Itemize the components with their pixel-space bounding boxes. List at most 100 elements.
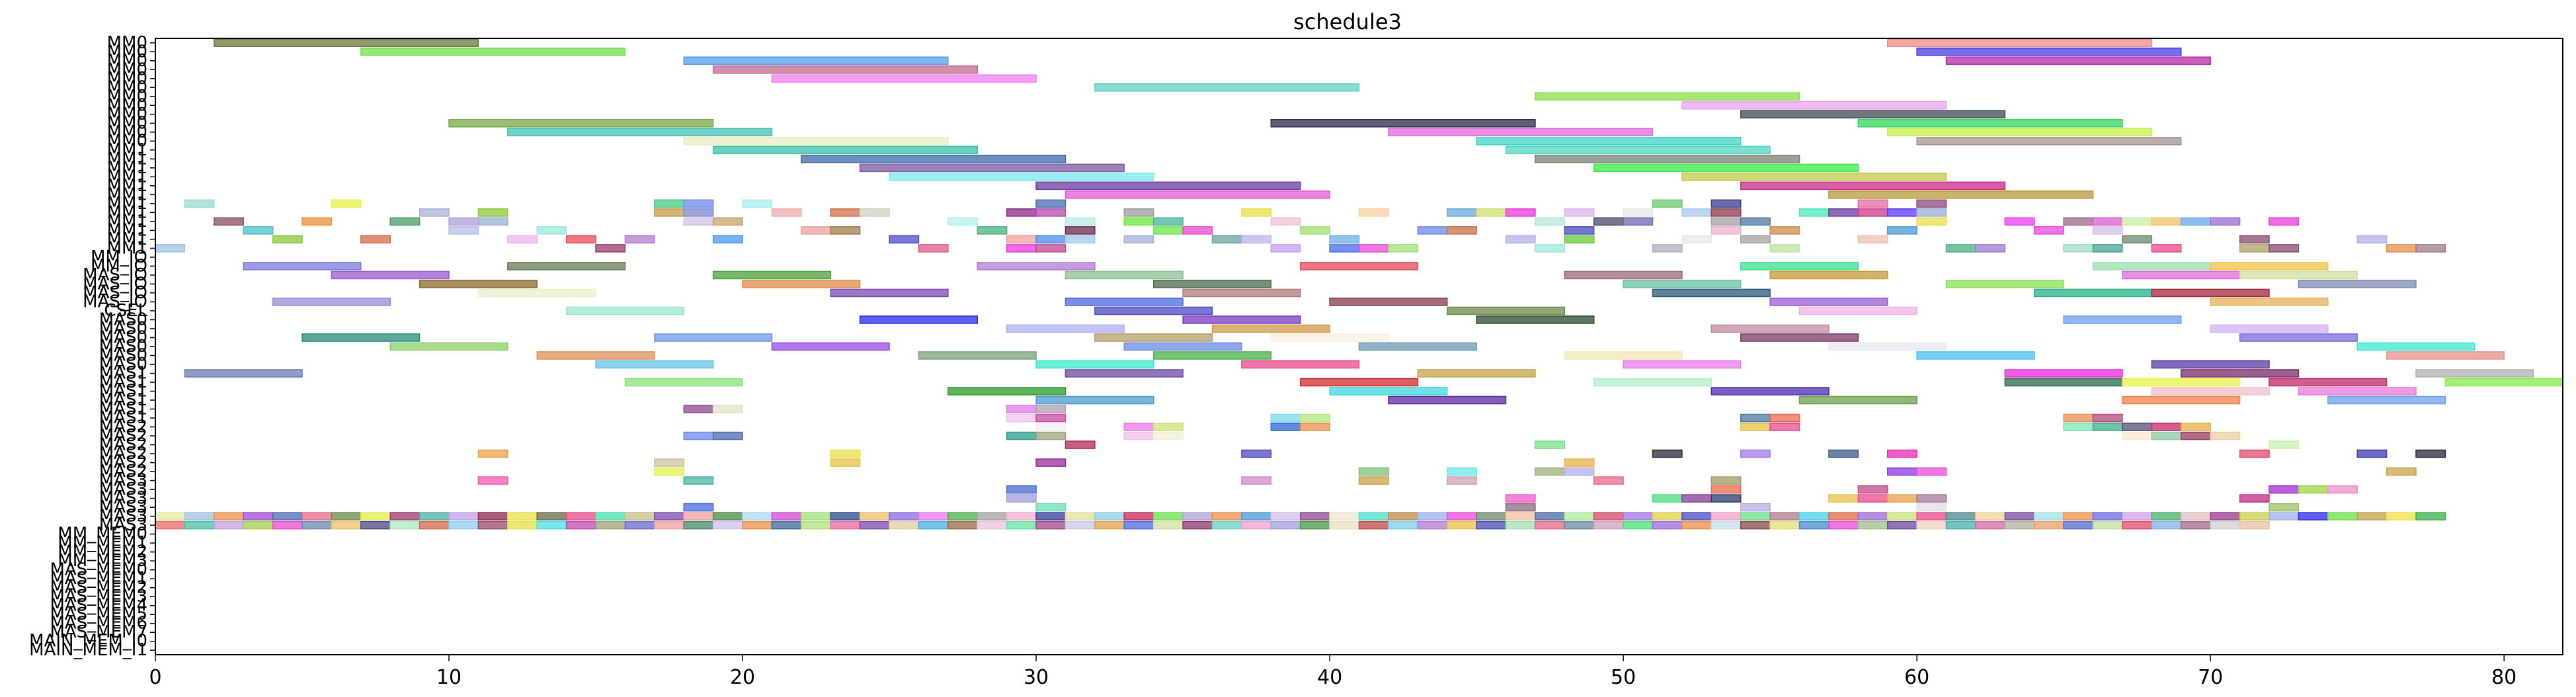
task-bar [214,520,244,530]
y-tick-label: MAS_MEM0 [50,560,147,580]
task-bar [360,235,391,244]
task-bar [1094,512,1125,520]
task-bar [1241,476,1272,485]
task-bar [1886,520,1917,530]
task-bar [1798,306,1917,315]
task-bar [771,208,802,217]
task-bar [1035,395,1154,405]
task-bar [1299,262,1419,270]
y-tick-label: MAS3 [99,515,147,535]
task-bar [2034,226,2064,235]
task-bar [2386,351,2505,360]
y-tick-label: MAIN_MEM_I0 [29,632,147,651]
task-bar [1711,512,1742,520]
task-bar [2269,378,2388,387]
y-tick-label: MAS_MEM3 [50,587,147,606]
task-bar [1006,324,1125,333]
task-bar [1740,181,2006,190]
task-bar [1886,38,2153,48]
task-bar [360,512,391,520]
task-bar [2298,512,2329,520]
task-bar [2181,423,2211,431]
y-tick-label: MAS_IO [83,274,147,294]
y-tick-label: MAS1 [99,364,147,384]
task-bar [1886,467,1917,476]
task-bar [243,262,362,270]
task-bar [2004,520,2035,530]
task-bar [2063,217,2094,226]
task-bar [1241,360,1360,369]
task-bar [1035,360,1154,369]
task-bar [1623,512,1654,520]
task-bar [1916,47,2182,56]
y-tick-label: MAS0 [99,309,147,329]
task-bar [859,512,890,520]
task-bar [1329,512,1360,520]
task-bar [1945,244,1976,253]
task-bar [1740,512,1771,520]
x-tick-label: 60 [1904,666,1929,689]
task-bar [1828,190,2094,199]
task-bar [595,244,626,253]
task-bar [1975,244,2006,253]
task-bar [2181,512,2211,520]
task-bar [2356,342,2475,351]
task-bar [2004,512,2035,520]
task-bar [1446,226,1477,235]
task-bar [2239,494,2270,503]
task-bar [1035,181,1301,190]
y-tick-label: MAIN_MEM_I1 [29,640,147,660]
task-bar [1446,467,1477,476]
task-bar [595,360,714,369]
task-bar [1006,520,1037,530]
task-bar [1152,280,1272,288]
task-bar [1681,494,1712,503]
task-bar [830,458,861,467]
y-tick-label: MM0 [107,77,147,97]
task-bar [2239,333,2358,342]
task-bar [1182,288,1301,298]
task-bar [1769,413,1800,423]
task-bar [742,520,773,530]
task-bar [801,520,832,530]
task-bar [2269,485,2300,494]
task-bar [918,351,1037,360]
task-bar [1593,520,1624,530]
y-tick-label: MM_MEM3 [58,551,147,571]
task-bar [1711,226,1742,235]
task-bar [1535,440,1566,449]
y-tick-label: MM1 [107,220,147,240]
task-bar [889,520,920,530]
task-bar [419,280,538,288]
task-bar [1505,208,1536,217]
task-bar [448,520,479,530]
task-bar [654,333,773,342]
task-bar [2122,423,2153,431]
task-bar [1329,520,1360,530]
task-bar [1505,235,1536,244]
y-tick-label: MAS_MEM6 [50,614,147,634]
task-bar [2092,244,2123,253]
task-bar [2269,440,2300,449]
task-bar [2269,512,2300,520]
task-bar [1035,503,1067,512]
task-bar [2122,512,2153,520]
task-bar [477,520,508,530]
task-bar [1769,520,1800,530]
y-tick-label: MM1 [107,229,147,249]
task-bar [1035,208,1067,217]
task-bar [801,155,1067,163]
task-bar [1329,235,1360,244]
y-tick-label: MM1 [107,158,147,178]
task-bar [654,458,684,467]
y-tick-label: MAS_IO [83,265,147,285]
task-bar [2092,262,2211,270]
task-bar [1857,512,1888,520]
task-bar [2181,431,2211,440]
task-bar [1623,280,1742,288]
task-bar [477,288,596,298]
y-tick-label: MAS_MEM2 [50,578,147,598]
task-bar [1006,244,1037,253]
task-bar [1035,413,1067,423]
task-bar [1769,423,1800,431]
